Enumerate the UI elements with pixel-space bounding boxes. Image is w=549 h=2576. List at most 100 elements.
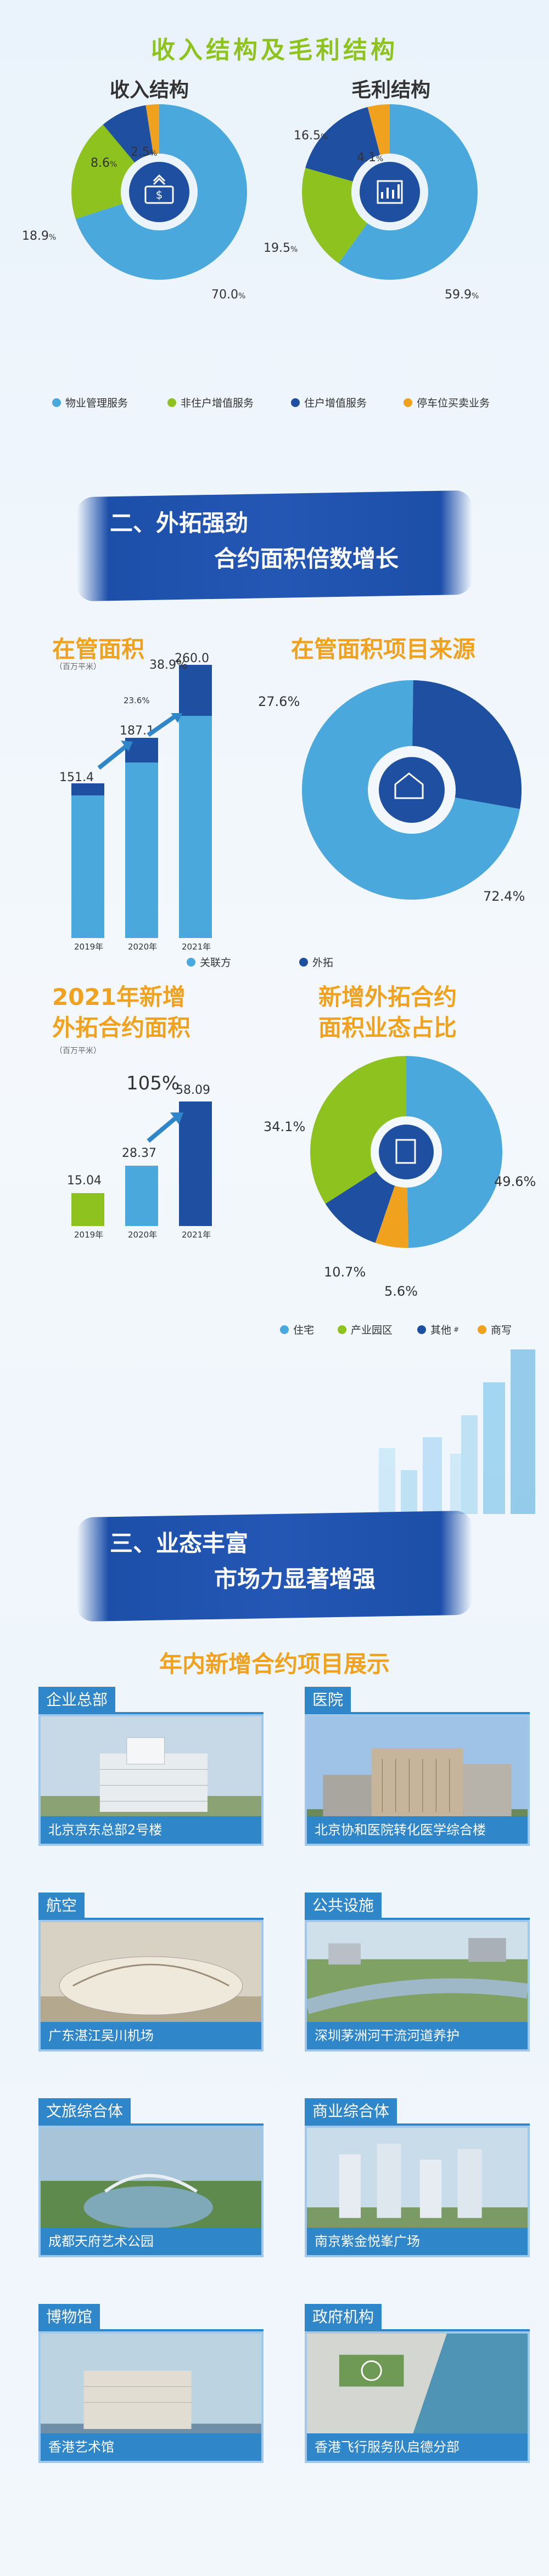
- ratio-title-line1: 新增外拓合约: [318, 984, 457, 1010]
- newgrowth-arrow: [147, 1112, 183, 1143]
- source-donut: [302, 680, 522, 900]
- source-label-related: 72.4%: [483, 889, 525, 904]
- ratio-donut: [310, 1056, 502, 1248]
- caption-jd-hq: 北京京东总部2号楼: [41, 1816, 261, 1844]
- legend-related: 关联方: [187, 954, 231, 969]
- cat-public-facility: 公共设施: [305, 1893, 382, 1919]
- cat-hospital: 医院: [305, 1687, 351, 1713]
- legend-parking: 停车位买卖业务: [404, 395, 490, 410]
- legend-residential: 住宅: [280, 1322, 314, 1337]
- total-2020: 187.1: [120, 724, 154, 738]
- growth-2020: 23.6%: [124, 696, 150, 705]
- caption-zijin-plaza: 南京紫金悦峯广场: [307, 2228, 528, 2255]
- revenue-slice-nonresident: [71, 104, 247, 280]
- total-2019: 151.4: [59, 771, 94, 784]
- newbar-2019: [71, 1193, 104, 1226]
- photo-maozhou-river: [307, 1922, 528, 2049]
- gross-title: 毛利结构: [351, 79, 431, 101]
- cat-cultural-tourism: 文旅综合体: [38, 2098, 131, 2125]
- year-2019: 2019年: [74, 942, 104, 952]
- year-2020: 2020年: [128, 942, 158, 952]
- revenue-center-icon: [129, 162, 189, 222]
- newyear-2019: 2019年: [74, 1230, 104, 1240]
- gross-label-d: 4.1: [357, 151, 376, 165]
- ratio-label-other: 10.7%: [324, 1264, 366, 1280]
- managed-unit: （百万平米）: [55, 663, 101, 671]
- caption-tianfu-park: 成都天府艺术公园: [41, 2228, 261, 2255]
- legend-office: 商写: [478, 1322, 512, 1337]
- revenue-label-b: 18.9: [22, 229, 49, 243]
- gross-slice-nonresident: [302, 104, 478, 280]
- gross-donut: [302, 104, 478, 280]
- bar-2021-external: [179, 665, 212, 716]
- new-title-line2: 外拓合约面积: [52, 1014, 191, 1041]
- newgrowth: 105%: [126, 1072, 180, 1094]
- section3-title-line2: 市场力显著增强: [214, 1566, 376, 1592]
- managed-title: 在管面积: [52, 636, 145, 663]
- revenue-donut: $: [71, 104, 247, 280]
- caption-maozhou-river: 深圳茅洲河干流河道养护: [307, 2022, 528, 2049]
- cat-aviation: 航空: [38, 1893, 85, 1919]
- card-jd-hq[interactable]: 北京京东总部2号楼: [38, 1714, 264, 1846]
- section3-title-line1: 三、业态丰富: [110, 1530, 249, 1557]
- newbar-2021: [179, 1101, 212, 1226]
- card-tianfu-park[interactable]: 成都天府艺术公园: [38, 2126, 264, 2257]
- cat-museum: 博物馆: [38, 2304, 100, 2330]
- section2-title-line1: 二、外拓强劲: [110, 510, 249, 536]
- svg-text:$: $: [156, 188, 163, 201]
- newval-2020: 28.37: [122, 1146, 156, 1160]
- legend-industrial: 产业园区: [338, 1322, 393, 1337]
- showcase-title: 年内新增合约项目展示: [159, 1651, 390, 1677]
- gross-label-b: 19.5: [264, 241, 290, 255]
- cat-enterprise-hq: 企业总部: [38, 1687, 116, 1713]
- cat-government: 政府机构: [305, 2304, 382, 2330]
- card-zhanjiang-airport[interactable]: 广东湛江吴川机场: [38, 1920, 264, 2052]
- gross-center-icon: [360, 162, 420, 222]
- bar-2021-related: [179, 716, 212, 938]
- newval-2021: 58.09: [176, 1083, 210, 1097]
- legend-resident: 住户增值服务: [291, 395, 367, 410]
- new-title-line1: 2021年新增: [52, 984, 186, 1010]
- skyline-decoration: [450, 1349, 535, 1514]
- gross-slice-parking: [302, 104, 478, 280]
- caption-gfs-kaitak: 香港飞行服务队启德分部: [307, 2433, 528, 2461]
- legend-property: 物业管理服务: [52, 395, 128, 410]
- source-title: 在管面积项目来源: [291, 636, 476, 663]
- bar-2019-external: [71, 783, 104, 795]
- legend-external: 外拓: [299, 954, 333, 969]
- caption-pumch: 北京协和医院转化医学综合楼: [307, 1816, 528, 1844]
- revenue-title: 收入结构: [110, 79, 189, 101]
- skyline-decoration-2: [379, 1437, 442, 1514]
- card-gfs-kaitak[interactable]: 香港飞行服务队启德分部: [305, 2331, 530, 2463]
- newval-2019: 15.04: [67, 1174, 102, 1188]
- bar-2019-related: [71, 795, 104, 938]
- card-zijin-plaza[interactable]: 南京紫金悦峯广场: [305, 2126, 530, 2257]
- growth-2021: 38.9%: [149, 658, 188, 672]
- card-hk-museum[interactable]: 香港艺术馆: [38, 2331, 264, 2463]
- revenue-label-d: 2.5: [131, 145, 150, 159]
- cat-commercial-complex: 商业综合体: [305, 2098, 397, 2125]
- newyear-2020: 2020年: [128, 1230, 158, 1240]
- source-label-external: 27.6%: [258, 694, 300, 709]
- gross-label-c: 16.5: [294, 129, 321, 143]
- card-pumch[interactable]: 北京协和医院转化医学综合楼: [305, 1714, 530, 1846]
- total-2021: 260.0: [175, 652, 209, 665]
- bar-2020-related: [125, 762, 158, 938]
- revenue-label-c: 8.6: [91, 156, 110, 170]
- ratio-title-line2: 面积业态占比: [318, 1014, 457, 1041]
- caption-zhanjiang-airport: 广东湛江吴川机场: [41, 2022, 261, 2049]
- newbar-2020: [125, 1166, 158, 1226]
- caption-hk-museum: 香港艺术馆: [41, 2433, 261, 2461]
- card-maozhou-river[interactable]: 深圳茅洲河干流河道养护: [305, 1920, 530, 2052]
- newyear-2021: 2021年: [182, 1230, 211, 1240]
- legend-other: 其他 #: [417, 1322, 459, 1337]
- section1-title: 收入结构及毛利结构: [151, 36, 398, 64]
- new-unit: （百万平米）: [55, 1047, 101, 1055]
- ratio-label-residential: 49.6%: [494, 1174, 536, 1189]
- revenue-label-a: 70.0: [211, 288, 238, 302]
- growth-arrows: [97, 713, 182, 770]
- revenue-slice-parking: [71, 104, 247, 280]
- ratio-label-office: 5.6%: [384, 1284, 418, 1299]
- year-2021: 2021年: [182, 942, 211, 952]
- section2-title-line2: 合约面积倍数增长: [214, 545, 399, 572]
